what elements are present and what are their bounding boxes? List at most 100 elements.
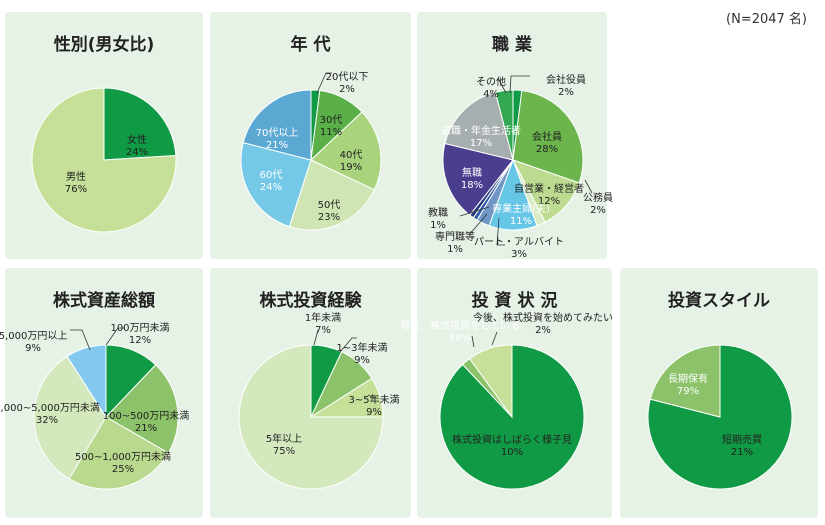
job-label-name-2: 自営業・経営者	[514, 182, 584, 195]
job-label-name-0: 会社役員	[546, 73, 586, 86]
experience-label-0: 1年未満 7%	[305, 311, 341, 336]
job-label-3: 公務員 2%	[583, 191, 613, 216]
job-leader-7	[459, 206, 490, 217]
job-label-5: パート・アルバイト 3%	[474, 236, 564, 260]
job-label-4: 専業主婦(夫) 11%	[492, 202, 550, 227]
status-title: 投 資 状 況	[471, 291, 558, 311]
status-leader-2	[491, 331, 498, 346]
status-label-1: 今後、株式投資を始めてみたい 2%	[473, 311, 613, 336]
job-label-name-7: 教職	[428, 206, 448, 219]
job-label-value-8: 18%	[461, 180, 483, 191]
job-label-1: 会社員 28%	[532, 130, 562, 155]
experience-label-3: 5年以上 75%	[266, 432, 302, 457]
job-label-value-0: 2%	[558, 87, 574, 98]
job-label-value-9: 17%	[470, 138, 492, 149]
job-slice-9	[444, 91, 514, 161]
assets-leader-0	[105, 327, 125, 346]
job-label-value-6: 1%	[447, 244, 463, 255]
assets-label-value-2: 25%	[112, 464, 134, 475]
status-label-2: 株式投資はしばらく様子見 10%	[452, 433, 572, 458]
assets-label-value-3: 32%	[36, 415, 58, 426]
assets-label-name-4: 5,000万円以上	[0, 330, 67, 342]
status-label-value-2: 10%	[501, 447, 523, 458]
gender-slice-1	[31, 87, 177, 233]
age-slice-3	[288, 159, 376, 231]
job-label-0: 会社役員 2%	[546, 73, 586, 98]
experience-label-name-1: 1~3年未満	[336, 341, 387, 354]
style-label-name-0: 長期保有	[668, 372, 708, 385]
experience-label-value-3: 75%	[273, 446, 295, 457]
age-label-2: 40代 19%	[340, 149, 363, 173]
job-label-8: 無職 18%	[461, 166, 483, 191]
age-slice-5	[242, 89, 312, 161]
gender-title: 性別(男女比)	[53, 35, 155, 55]
gender-label-value-0: 24%	[126, 147, 148, 158]
age-label-name-2: 40代	[340, 149, 363, 161]
job-slice-1	[512, 90, 584, 184]
job-leader-10	[497, 77, 507, 94]
age-label-5: 70代以上 21%	[256, 127, 299, 151]
age-label-value-4: 24%	[260, 182, 282, 193]
experience-title: 株式投資経験	[259, 291, 362, 311]
age-title: 年 代	[290, 35, 331, 55]
job-leader-6	[468, 213, 488, 236]
gender-label-name-1: 男性	[66, 170, 86, 183]
age-label-value-1: 11%	[320, 127, 342, 138]
job-label-value-1: 28%	[536, 144, 558, 155]
experience-label-name-0: 1年未満	[305, 311, 341, 324]
job-label-name-4: 専業主婦(夫)	[492, 202, 550, 215]
job-slice-10	[494, 89, 514, 161]
style-label-1: 短期売買 21%	[722, 433, 762, 458]
job-label-name-6: 専門職等	[435, 230, 475, 243]
job-leader-3	[584, 179, 593, 194]
job-label-9: 退職・年金生活者 17%	[441, 124, 521, 149]
style-label-value-0: 79%	[677, 386, 699, 397]
status-label-value-1: 2%	[535, 325, 551, 336]
assets-label-value-1: 21%	[135, 423, 157, 434]
job-leader-5	[496, 217, 505, 246]
experience-label-1: 1~3年未満 9%	[336, 341, 387, 366]
assets-label-4: 5,000万円以上 9%	[0, 330, 67, 354]
status-leader-1	[471, 335, 475, 348]
age-label-value-3: 23%	[318, 212, 340, 223]
style-slice-1	[649, 344, 721, 418]
gender-label-name-0: 女性	[127, 133, 147, 146]
job-label-value-10: 4%	[483, 89, 499, 100]
assets-slice-1	[105, 364, 179, 454]
sample-size-note: (N=2047 名)	[726, 12, 807, 27]
assets-label-2: 500~1,000万円未満 25%	[75, 451, 171, 475]
experience-label-value-1: 9%	[354, 355, 370, 366]
job-label-6: 専門職等 1%	[435, 230, 475, 255]
age-label-name-1: 30代	[320, 114, 343, 126]
style-label-name-1: 短期売買	[722, 433, 762, 446]
age-label-name-4: 60代	[260, 169, 283, 181]
assets-leader-4	[70, 329, 91, 351]
assets-label-name-1: 100~500万円未満	[103, 410, 190, 422]
job-label-value-4: 11%	[510, 216, 532, 227]
assets-label-3: 1,000~5,000万円未満 32%	[0, 402, 100, 426]
job-label-10: その他 4%	[476, 75, 506, 100]
job-label-name-3: 公務員	[583, 191, 613, 204]
experience-label-2: 3~5年未満 9%	[348, 393, 399, 418]
status-slice-2	[468, 344, 513, 419]
experience-leader-1	[339, 337, 357, 353]
experience-label-name-3: 5年以上	[266, 432, 302, 445]
assets-slice-2	[68, 416, 170, 490]
assets-label-value-0: 12%	[129, 335, 151, 346]
age-slice-4	[240, 141, 312, 228]
age-label-3: 50代 23%	[318, 199, 341, 223]
job-label-name-8: 無職	[462, 166, 482, 179]
assets-label-value-4: 9%	[25, 343, 41, 354]
gender-slice-0	[103, 87, 177, 161]
age-label-4: 60代 24%	[260, 169, 283, 193]
assets-label-0: 100万円未満 12%	[110, 322, 169, 346]
assets-label-1: 100~500万円未満 21%	[103, 410, 190, 434]
job-label-value-5: 3%	[511, 249, 527, 260]
experience-label-value-0: 7%	[315, 325, 331, 336]
gender-label-1: 男性 76%	[65, 170, 87, 195]
job-label-name-5: パート・アルバイト	[474, 236, 564, 248]
